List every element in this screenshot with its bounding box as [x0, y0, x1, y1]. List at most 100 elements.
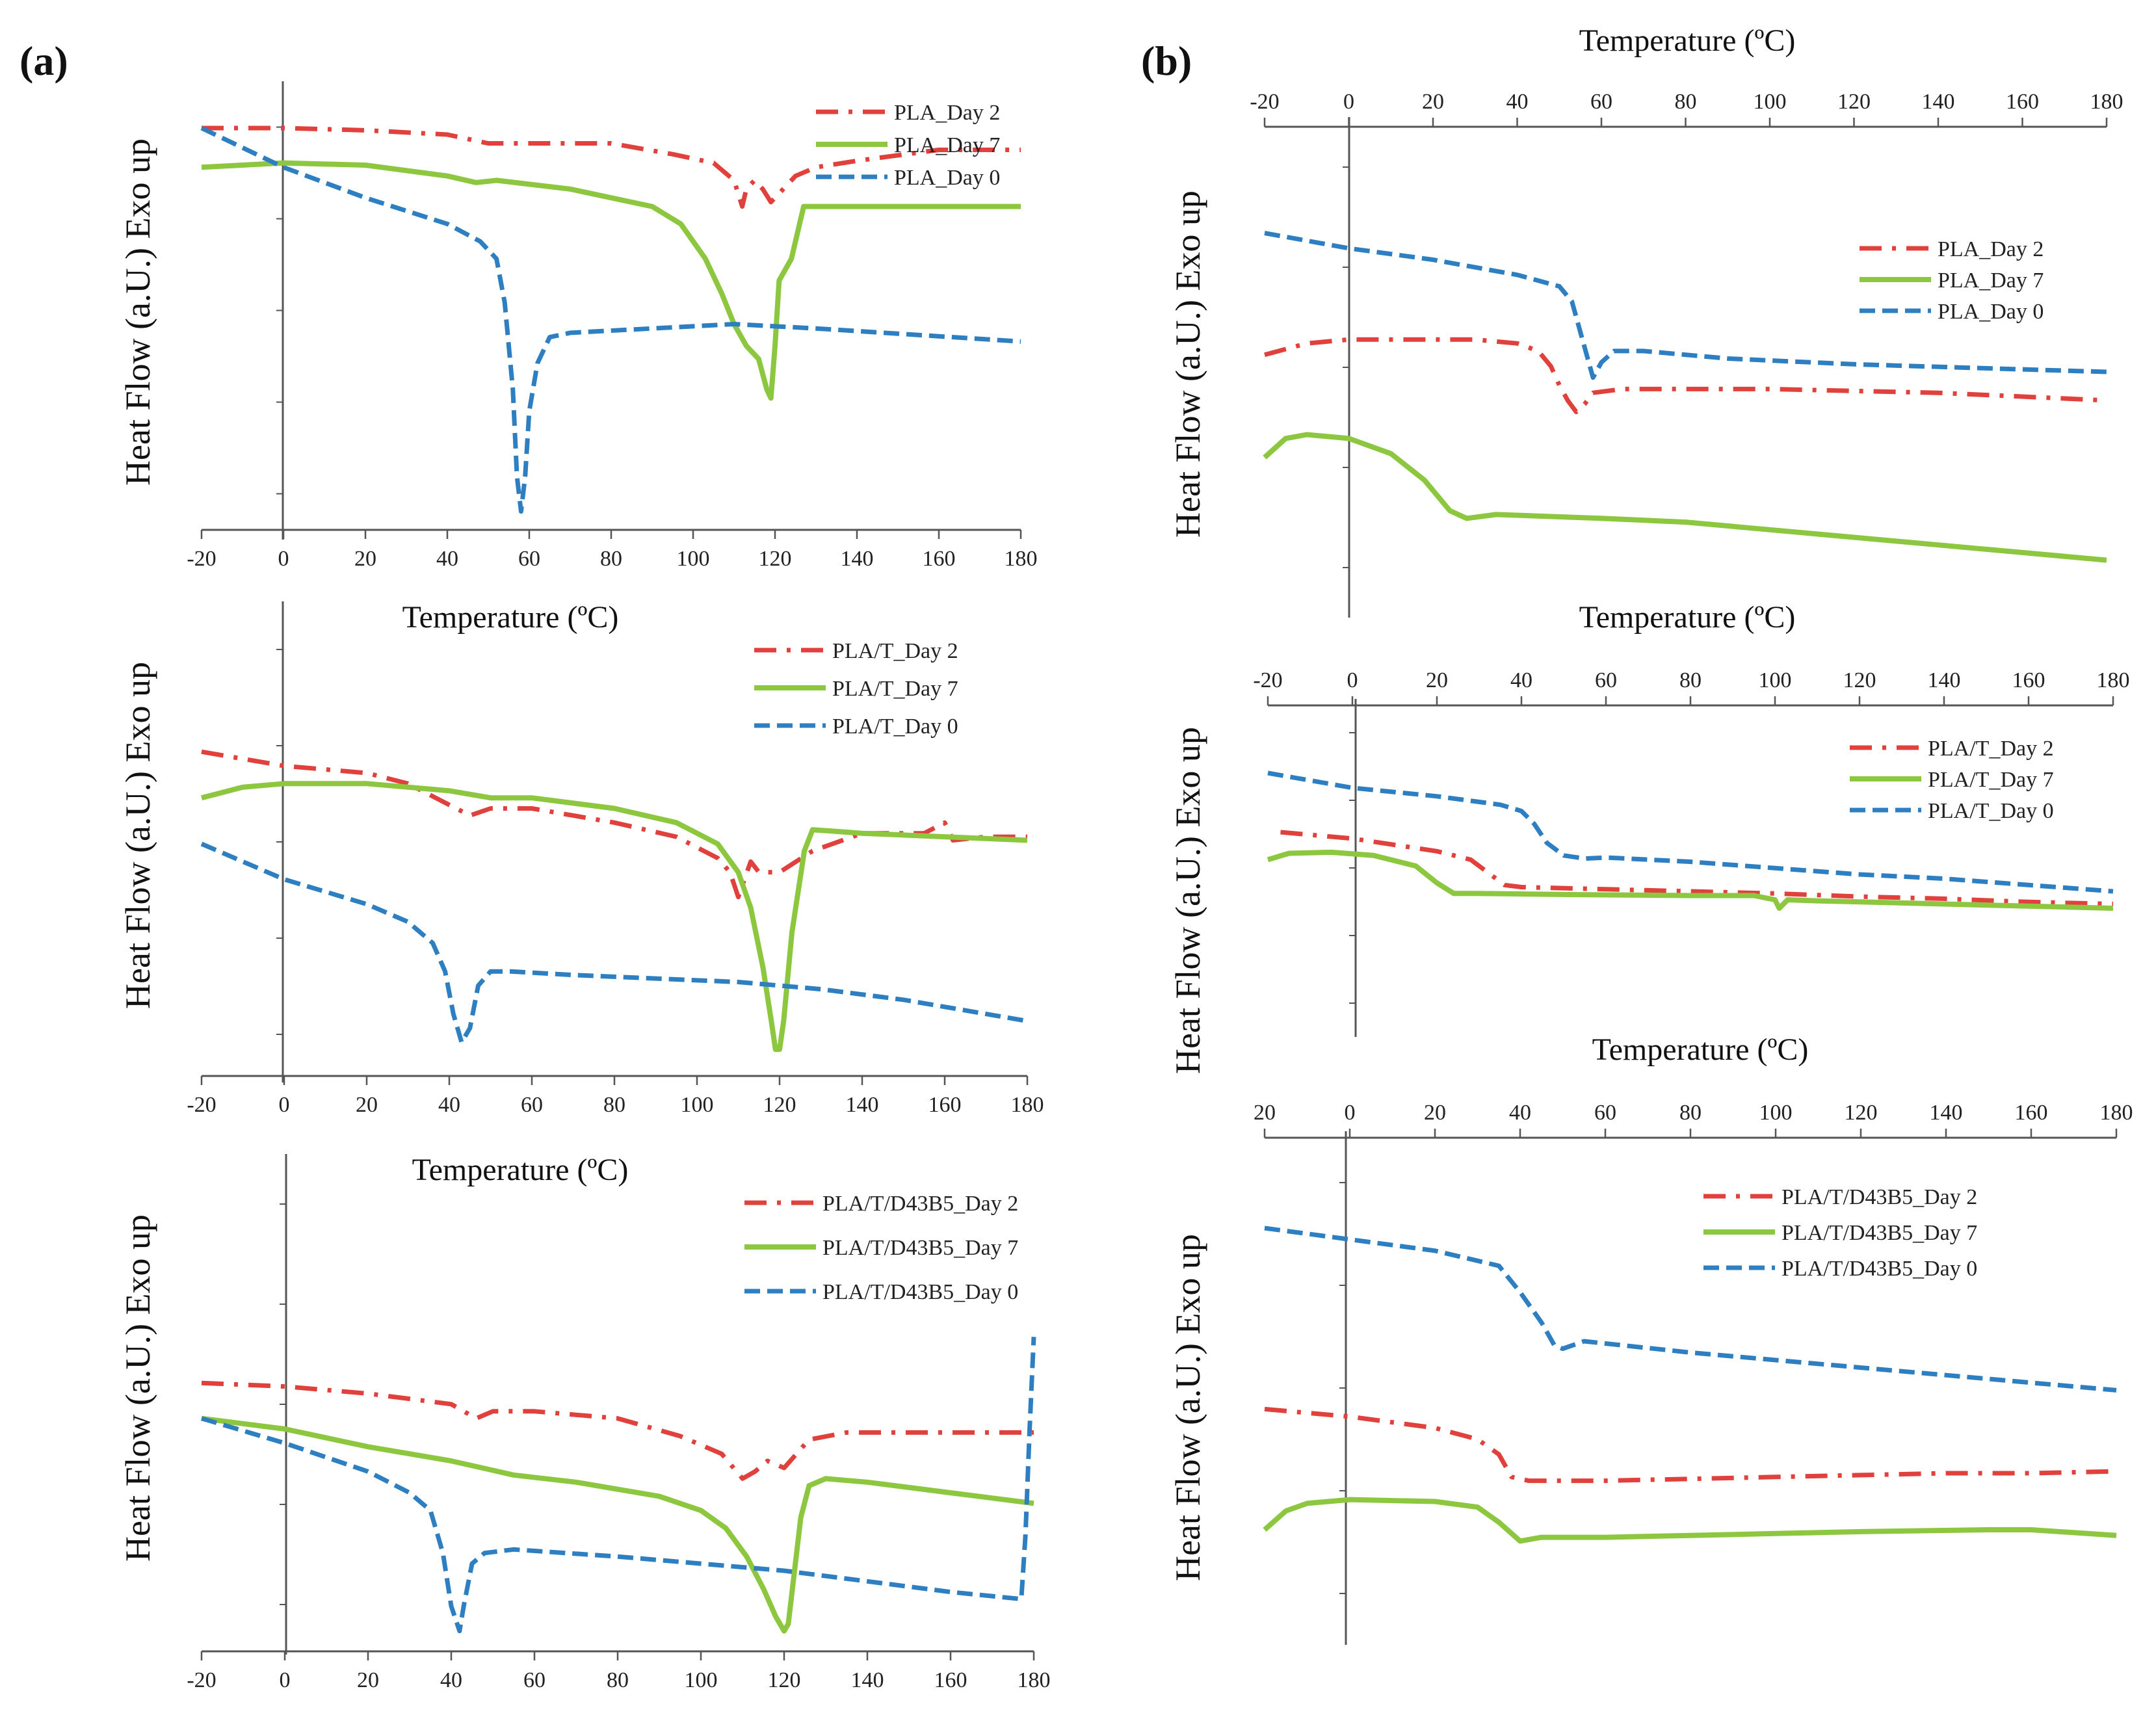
a2-legend-label-day2: PLA/T_Day 2	[832, 639, 958, 663]
b2-x-tick-label: 120	[1843, 668, 1876, 692]
b3-x-tick-label: 40	[1509, 1101, 1531, 1125]
b2-x-tick-label: 140	[1928, 668, 1961, 692]
a3-x-tick-label: 160	[934, 1668, 967, 1692]
a3-x-tick-label: 20	[357, 1668, 379, 1692]
b1-x-tick-label: 60	[1590, 90, 1612, 114]
a1-x-tick-label: 20	[354, 547, 376, 571]
a3-x-tick-label: 120	[768, 1668, 801, 1692]
b2-x-tick-label: 80	[1679, 668, 1702, 692]
b3-x-tick-label: 60	[1594, 1101, 1616, 1125]
b2-title: Temperature (ºC)	[1579, 600, 1796, 635]
a3-x-tick-label: 180	[1018, 1668, 1051, 1692]
a2-x-tick-label: 20	[356, 1093, 378, 1117]
a2-x-tick-label: 0	[279, 1093, 290, 1117]
a1-series-day7-line	[201, 160, 1021, 401]
b3-x-tick-label: 180	[2100, 1101, 2133, 1125]
a1-x-tick-label: 100	[677, 547, 710, 571]
a1-x-tick-label: 0	[278, 547, 289, 571]
b2-x-tick-label: 180	[2097, 668, 2130, 692]
a2-title: Temperature (ºC)	[402, 600, 619, 635]
b2-x-tick-label: 0	[1347, 668, 1358, 692]
a2-x-tick-label: 160	[928, 1093, 962, 1117]
a2-x-tick-label: 60	[521, 1093, 543, 1117]
b1-x-tick-label: 180	[2090, 90, 2123, 114]
b3-ylabel: Heat Flow (a.U.) Exo up	[1168, 1234, 1207, 1581]
b1-x-tick-label: 140	[1922, 90, 1955, 114]
a2-x-tick-label: 40	[438, 1093, 460, 1117]
b3-series-day2-line	[1264, 1406, 2117, 1484]
a1-series-day0-line	[200, 125, 1021, 514]
a3-x-tick-label: 60	[523, 1668, 546, 1692]
b1-x-tick-label: 160	[2006, 90, 2039, 114]
b1-x-tick-label: 120	[1837, 90, 1871, 114]
a2-series-day7-line	[200, 781, 1028, 1053]
a1-x-tick-label: 120	[759, 547, 792, 571]
b3-x-tick-label: 80	[1679, 1101, 1702, 1125]
a1-legend-label-day2: PLA_Day 2	[894, 101, 1000, 125]
b3-x-tick-label: 0	[1345, 1101, 1356, 1125]
a1-x-tick-label: -20	[187, 547, 216, 571]
a3-x-tick-label: 0	[280, 1668, 291, 1692]
a1-x-tick-label: 180	[1005, 547, 1038, 571]
b1-legend-label-day0: PLA_Day 0	[1938, 300, 2044, 324]
b1-x-tick-label: 20	[1422, 90, 1444, 114]
a3-x-tick-label: -20	[187, 1668, 216, 1692]
a2-x-tick-label: 180	[1011, 1093, 1044, 1117]
b1-series-day0-line	[1264, 231, 2107, 380]
b1-x-tick-label: 100	[1754, 90, 1787, 114]
b2-series-day0-line	[1267, 770, 2114, 894]
b1-series-day7-line	[1263, 432, 2107, 563]
b3-series-day0-line	[1264, 1225, 2117, 1393]
chart-a1: Heat Flow (a.U.) Exo up -20 0 20 40 60 80 100 1…	[118, 81, 1038, 571]
a2-legend-label-day7: PLA/T_Day 7	[832, 677, 958, 701]
b1-x-tick-label: -20	[1250, 90, 1279, 114]
b1-x-tick-label: 80	[1675, 90, 1697, 114]
b1-x-tick-label: 40	[1506, 90, 1529, 114]
chart-a3: Temperature (ºC) Heat Flow (a.U.) Exo up…	[118, 1153, 1051, 1692]
a1-legend-label-day0: PLA_Day 0	[894, 166, 1000, 190]
a3-x-tick-label: 100	[685, 1668, 718, 1692]
b2-legend-label-day2: PLA/T_Day 2	[1928, 737, 2054, 761]
b1-ylabel: Heat Flow (a.U.) Exo up	[1168, 190, 1207, 538]
b1-legend-label-day2: PLA_Day 2	[1938, 237, 2044, 261]
a1-x-tick-label: 80	[600, 547, 622, 571]
a2-series-day0-line	[200, 841, 1028, 1045]
b3-x-tick-label: 100	[1759, 1101, 1793, 1125]
a3-ylabel: Heat Flow (a.U.) Exo up	[118, 1214, 157, 1562]
b1-x-tick-label: 0	[1343, 90, 1354, 114]
b3-x-tick-label: 20	[1254, 1101, 1276, 1125]
b3-series-day7-line	[1263, 1497, 2117, 1544]
a2-x-tick-label: 140	[846, 1093, 879, 1117]
b3-legend-label-day2: PLA/T/D43B5_Day 2	[1781, 1185, 1977, 1209]
a1-x-tick-label: 40	[436, 547, 458, 571]
b2-x-tick-label: 60	[1595, 668, 1617, 692]
b2-legend-label-day0: PLA/T_Day 0	[1928, 799, 2054, 823]
a1-x-tick-label: 160	[923, 547, 956, 571]
panel-a-label: (a)	[20, 38, 68, 84]
a1-ylabel: Heat Flow (a.U.) Exo up	[118, 138, 157, 486]
b2-x-tick-label: 160	[2012, 668, 2045, 692]
b3-x-tick-label: 120	[1845, 1101, 1878, 1125]
a3-series-day7-line	[201, 1415, 1034, 1634]
a1-x-tick-label: 140	[841, 547, 874, 571]
b2-x-tick-label: 40	[1510, 668, 1532, 692]
a2-legend-label-day0: PLA/T_Day 0	[832, 714, 958, 739]
chart-b2: Temperature (ºC) Heat Flow (a.U.) Exo up…	[1168, 600, 2130, 1074]
a3-title: Temperature (ºC)	[412, 1153, 629, 1187]
a3-x-tick-label: 140	[851, 1668, 884, 1692]
a3-legend-label-day0: PLA/T/D43B5_Day 0	[822, 1280, 1018, 1304]
panel-b-label: (b)	[1141, 38, 1192, 84]
b2-x-tick-label: 100	[1759, 668, 1792, 692]
b2-ylabel: Heat Flow (a.U.) Exo up	[1168, 727, 1207, 1074]
a3-series-day0-line	[201, 1337, 1036, 1634]
a1-series-day2-line	[202, 125, 1021, 209]
a3-legend-label-day2: PLA/T/D43B5_Day 2	[822, 1192, 1018, 1216]
b2-series-day2-line	[1280, 830, 2114, 906]
chart-b1: Temperature (ºC) Heat Flow (a.U.) Exo up…	[1168, 23, 2123, 618]
a2-x-tick-label: 80	[603, 1093, 625, 1117]
b3-x-tick-label: 20	[1424, 1101, 1446, 1125]
a3-x-tick-label: 80	[607, 1668, 629, 1692]
b2-series-day7-line	[1267, 849, 2114, 911]
a3-x-tick-label: 40	[440, 1668, 462, 1692]
